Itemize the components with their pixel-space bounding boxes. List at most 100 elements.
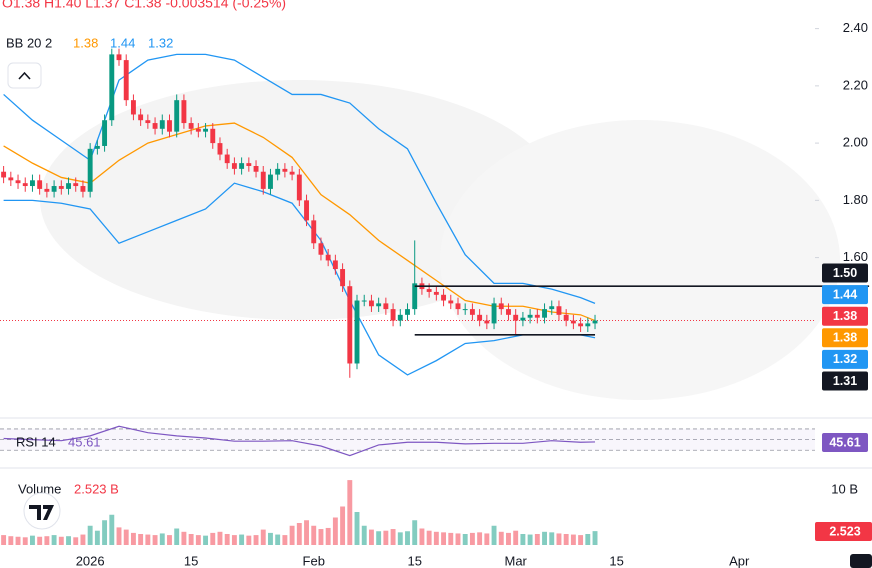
candle-body xyxy=(390,309,396,321)
volume-bar xyxy=(102,520,108,545)
corner-icon xyxy=(850,554,872,568)
candle-body xyxy=(585,323,591,327)
candle-body xyxy=(275,168,281,175)
candle-body xyxy=(361,300,367,302)
candle-body xyxy=(30,180,35,187)
volume-bar xyxy=(58,536,64,545)
volume-bar xyxy=(563,534,569,545)
candle-body xyxy=(130,100,136,115)
candle-body xyxy=(210,128,216,144)
volume-bar xyxy=(15,536,21,545)
candle-body xyxy=(304,200,309,221)
candle-body xyxy=(542,309,547,318)
x-tick-label: Apr xyxy=(729,553,750,568)
candle-body xyxy=(383,303,389,310)
volume-bar xyxy=(354,512,360,545)
candle-body xyxy=(152,123,158,129)
x-tick-label: 2026 xyxy=(76,553,105,568)
volume-bar xyxy=(296,523,302,545)
volume-bar xyxy=(203,535,209,545)
candle-body xyxy=(477,314,483,321)
candle-body xyxy=(73,183,79,187)
candle-body xyxy=(455,303,461,310)
candle-body xyxy=(174,100,180,132)
volume-bar xyxy=(390,529,396,545)
chevron-icon[interactable] xyxy=(18,71,31,80)
y-tick-label: 2.40 xyxy=(843,20,868,35)
price-label-box xyxy=(822,263,868,283)
volume-bar xyxy=(1,535,7,545)
volume-bar xyxy=(231,535,237,545)
candle-body xyxy=(253,166,259,172)
candle-body xyxy=(167,120,172,132)
volume-bar xyxy=(152,535,158,545)
bb-upper-readout: 1.44 xyxy=(110,35,135,50)
volume-bar xyxy=(159,533,165,545)
volume-bar xyxy=(506,532,511,545)
candle-body xyxy=(376,303,382,307)
y-tick-label: 2.00 xyxy=(843,135,868,150)
volume-label-box xyxy=(815,522,872,541)
candle-body xyxy=(296,174,302,201)
candle-body xyxy=(1,171,7,178)
collapse-button[interactable] xyxy=(7,62,42,89)
volume-bar xyxy=(318,529,324,545)
volume-bar xyxy=(8,536,14,545)
candle-body xyxy=(44,188,50,192)
volume-bar xyxy=(145,534,151,545)
candle-body xyxy=(332,260,338,270)
y-tick-label: 2.20 xyxy=(843,77,868,92)
candle-body xyxy=(109,54,115,121)
candle-body xyxy=(469,309,475,315)
volume-bar xyxy=(217,531,223,545)
price-label-box xyxy=(822,306,868,326)
volume-bar xyxy=(260,529,266,545)
volume-bar xyxy=(311,525,317,545)
volume-bar xyxy=(469,532,475,545)
volume-bar xyxy=(419,528,425,545)
candle-body xyxy=(412,283,418,310)
candle-body xyxy=(441,294,447,301)
price-label-box xyxy=(822,328,868,348)
volume-bar xyxy=(534,534,540,545)
volume-bar xyxy=(109,514,115,545)
volume-bar xyxy=(549,532,555,545)
bb-basis-readout: 1.38 xyxy=(73,35,98,50)
ohlc-readout: O1.38 H1.40 L1.37 C1.38 -0.003514 (-0.25… xyxy=(2,0,286,11)
candle-body xyxy=(426,289,432,292)
candle-body xyxy=(506,309,511,315)
x-tick-label: Mar xyxy=(504,553,527,568)
volume-bar xyxy=(174,528,180,545)
volume-bar xyxy=(491,525,497,545)
volume-bar xyxy=(448,532,454,545)
volume-bar xyxy=(44,536,50,545)
volume-bar xyxy=(167,535,172,545)
price-label-text: 1.50 xyxy=(833,266,857,280)
price-label-text: 1.32 xyxy=(833,352,857,366)
candle-body xyxy=(592,320,598,324)
rsi-readout: 45.61 xyxy=(68,434,101,449)
volume-bar xyxy=(433,531,439,545)
volume-legend-name: Volume xyxy=(18,481,61,496)
volume-bar xyxy=(73,537,79,545)
price-label-box xyxy=(822,349,868,369)
candle-body xyxy=(159,120,165,129)
volume-bar xyxy=(578,535,584,545)
candle-body xyxy=(231,163,237,169)
candle-body xyxy=(282,168,288,172)
price-label-text: 1.38 xyxy=(833,331,857,345)
candle-body xyxy=(102,120,108,146)
candle-body xyxy=(224,154,230,164)
volume-bar xyxy=(368,529,374,545)
volume-bar xyxy=(224,534,230,545)
volume-bar xyxy=(520,534,526,545)
button-frame[interactable] xyxy=(7,62,42,89)
x-tick-label: 15 xyxy=(407,553,421,568)
candle-body xyxy=(80,186,86,192)
candle-body xyxy=(513,314,519,321)
candle-body xyxy=(318,243,324,255)
volume-bar xyxy=(66,536,71,545)
volume-label-text: 2.523 xyxy=(829,524,860,538)
candle-body xyxy=(448,300,454,304)
volume-bar xyxy=(22,537,28,545)
